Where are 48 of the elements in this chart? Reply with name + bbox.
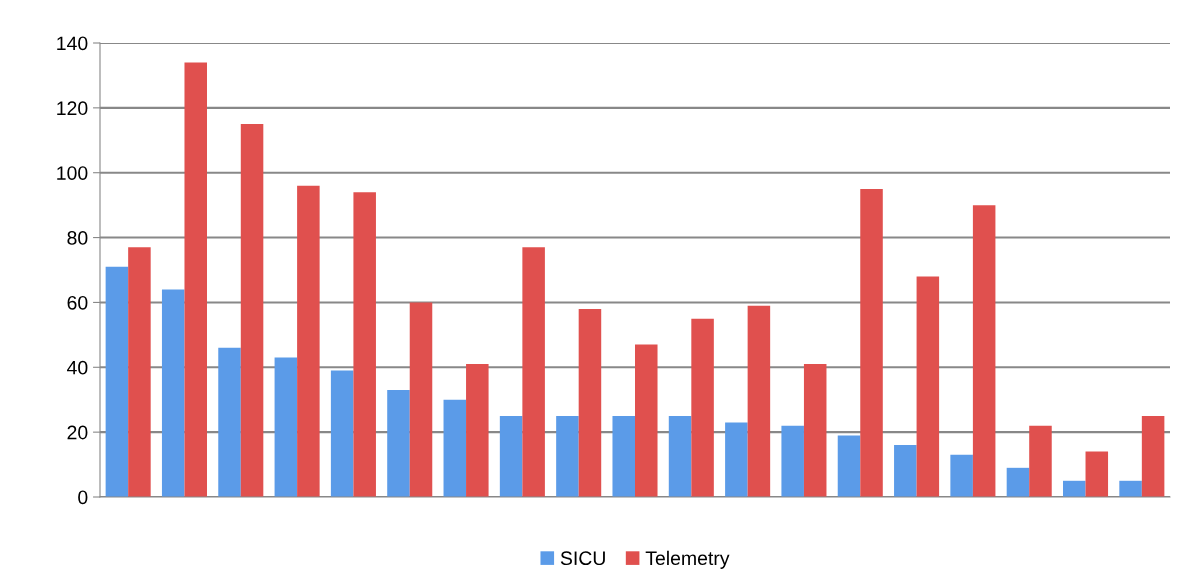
bar	[894, 445, 917, 497]
bar	[105, 266, 129, 497]
bar	[578, 308, 602, 497]
bar	[443, 399, 467, 497]
bar	[612, 415, 635, 497]
bar	[837, 435, 861, 497]
bar	[668, 415, 692, 497]
bar	[747, 305, 771, 497]
y-tick-label: 120	[57, 101, 88, 116]
bar	[725, 422, 748, 497]
bar	[691, 318, 714, 497]
bar	[916, 276, 940, 497]
bar	[466, 364, 489, 497]
y-tick-label: 140	[57, 36, 88, 51]
bar	[409, 302, 433, 497]
y-tick-label: 40	[67, 360, 88, 375]
y-tick-label: 100	[57, 166, 88, 180]
bar	[274, 357, 298, 497]
bar	[1063, 480, 1086, 497]
y-tick-label: 60	[67, 295, 88, 310]
bar	[353, 192, 376, 497]
bar	[1006, 467, 1030, 497]
bar	[161, 289, 185, 497]
bar	[128, 247, 151, 497]
legend-label: Telemetry	[645, 550, 730, 569]
bar	[1085, 451, 1109, 497]
bar	[330, 370, 354, 497]
bar	[972, 205, 996, 497]
bar	[218, 347, 241, 497]
bar	[635, 344, 658, 497]
bar	[1141, 415, 1165, 497]
bar	[781, 425, 804, 497]
bar	[184, 62, 207, 497]
bar	[297, 185, 320, 497]
legend-label: SICU	[560, 551, 605, 566]
bar	[522, 247, 545, 497]
y-tick-label: 20	[67, 425, 88, 440]
bar	[860, 188, 883, 497]
y-tick-label: 0	[78, 490, 88, 505]
bar	[1029, 425, 1052, 497]
bar	[803, 364, 827, 497]
bar	[950, 454, 973, 497]
y-tick-label: 80	[67, 231, 88, 245]
bar	[387, 389, 410, 497]
bar	[1119, 480, 1142, 497]
bar	[556, 415, 579, 497]
bar	[499, 415, 523, 497]
bar	[240, 124, 264, 497]
